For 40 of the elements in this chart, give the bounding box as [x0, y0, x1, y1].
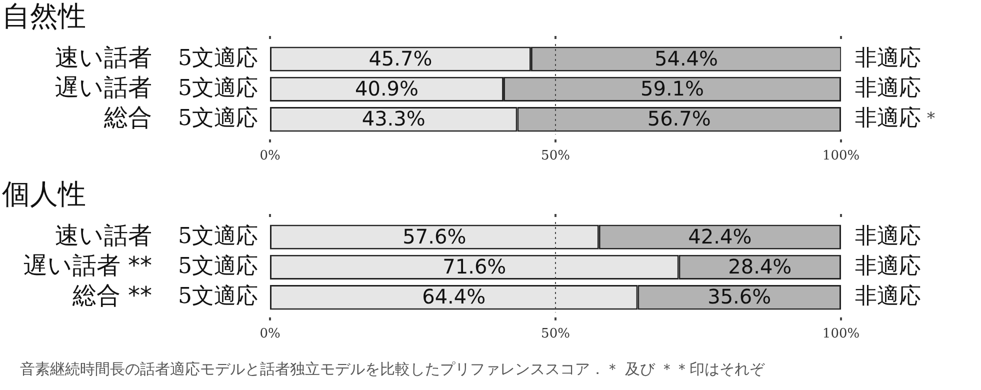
text: 5文適応: [178, 106, 258, 132]
x-tick-label: 0%: [260, 326, 280, 342]
y-tick-label: 速い話者: [55, 43, 152, 72]
x-tick-label: 50%: [541, 148, 570, 164]
series-label: 5文適応: [178, 46, 258, 71]
text: *: [927, 108, 935, 128]
text: 5文適応: [178, 76, 258, 101]
y-tick-label: 速い話者: [55, 221, 152, 250]
text: 5文適応: [178, 254, 258, 279]
text: 自然性: [2, 0, 86, 32]
series-label: 非適応: [855, 224, 921, 249]
data-label: 64.4%: [422, 284, 486, 309]
data-label: 54.4%: [654, 46, 718, 70]
data-label: 35.6%: [708, 284, 772, 309]
y-tick-label: 総合 **: [71, 282, 152, 310]
data-label: 59.1%: [640, 76, 704, 100]
series-label: 5文適応: [178, 224, 258, 249]
data-label: 45.7%: [368, 46, 432, 70]
text: 非適応: [855, 76, 921, 101]
data-label: 40.9%: [354, 76, 419, 100]
data-label: 42.4%: [688, 224, 752, 248]
data-label: 71.6%: [442, 254, 506, 278]
text: 非適応: [855, 106, 921, 132]
y-tick-label: 総合: [103, 104, 152, 132]
data-label: 57.6%: [402, 224, 466, 248]
text: 非適応: [855, 254, 921, 279]
text: 5文適応: [178, 284, 258, 310]
text: 音素継続時間長の話者適応モデルと話者独立モデルを比較したプリファレンススコア．＊ 及び ＊＊印はそれぞ: [19, 360, 766, 379]
text: 個人性: [2, 177, 86, 210]
series-label: 非適応: [855, 46, 921, 71]
data-label: 56.7%: [647, 106, 711, 131]
y-tick-label: 遅い話者: [55, 73, 152, 102]
x-tick-label: 50%: [541, 326, 570, 342]
text: 非適応: [855, 284, 921, 310]
y-tick-label: 遅い話者 **: [23, 251, 152, 280]
data-label: 43.3%: [362, 106, 426, 131]
x-tick-label: 100%: [822, 326, 860, 342]
data-label: 28.4%: [728, 254, 792, 278]
x-tick-label: 100%: [822, 148, 860, 164]
x-tick-label: 0%: [260, 148, 280, 164]
